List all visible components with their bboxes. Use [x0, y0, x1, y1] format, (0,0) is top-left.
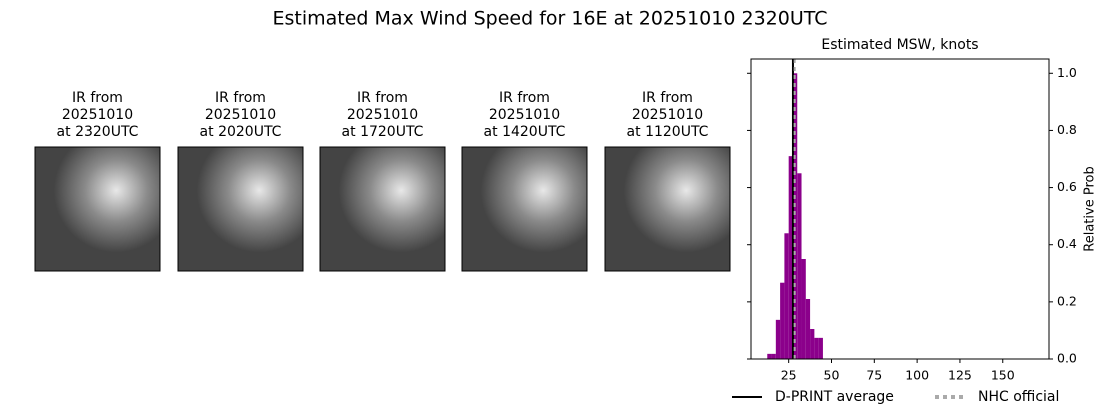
y-tick-label: 0.2	[1057, 293, 1077, 308]
bar	[818, 337, 823, 359]
bar	[775, 319, 781, 359]
satellite-image	[604, 146, 731, 272]
chart-title: Estimated MSW, knots	[821, 37, 978, 53]
y-tick-label: 0.6	[1057, 179, 1077, 194]
panel-title: 20251010	[489, 107, 560, 123]
figure-title: Estimated Max Wind Speed for 16E at 2025…	[272, 8, 827, 30]
panel-title: at 2020UTC	[200, 124, 282, 140]
y-tick-label: 0.4	[1057, 236, 1077, 251]
panel-title: IR from	[499, 90, 550, 106]
plot-frame	[750, 58, 1050, 360]
panel-title: IR from	[357, 90, 408, 106]
panel-title: at 1120UTC	[627, 124, 709, 140]
x-tick-label: 50	[824, 368, 840, 383]
bar	[792, 73, 798, 360]
panel-title: at 1420UTC	[484, 124, 566, 140]
panel-title: 20251010	[632, 107, 703, 123]
bar	[780, 282, 785, 359]
satellite-image	[34, 146, 161, 272]
satellite-image	[177, 146, 304, 272]
x-tick-label: 100	[905, 368, 929, 383]
x-tick-label: 150	[991, 368, 1015, 383]
panel-title: IR from	[215, 90, 266, 106]
bar	[797, 173, 802, 359]
satellite-image	[461, 146, 588, 272]
y-tick-label: 1.0	[1057, 65, 1077, 80]
x-tick-label: 125	[948, 368, 972, 383]
x-tick-label: 75	[866, 368, 882, 383]
bar	[788, 156, 793, 359]
panel-title: 20251010	[205, 107, 276, 123]
panel-title: 20251010	[347, 107, 418, 123]
bar	[801, 259, 806, 359]
bar	[810, 329, 815, 359]
bar	[805, 299, 811, 359]
panel-title: at 2320UTC	[57, 124, 139, 140]
panel-title: IR from	[642, 90, 693, 106]
bar	[784, 233, 789, 359]
satellite-image	[319, 146, 446, 272]
legend-label: NHC official	[978, 389, 1059, 405]
panel-title: IR from	[72, 90, 123, 106]
y-axis-label: Relative Prob	[1083, 166, 1098, 251]
x-tick-label: 25	[781, 368, 797, 383]
bar	[771, 353, 776, 359]
bar	[814, 337, 819, 359]
legend-label: D-PRINT average	[775, 389, 894, 405]
y-tick-label: 0.8	[1057, 122, 1077, 137]
bar	[767, 353, 772, 359]
panel-title: 20251010	[62, 107, 133, 123]
panel-title: at 1720UTC	[342, 124, 424, 140]
y-tick-label: 0.0	[1057, 351, 1077, 366]
